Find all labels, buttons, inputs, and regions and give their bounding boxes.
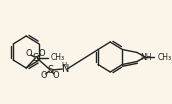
Text: H: H: [62, 62, 67, 68]
Text: O: O: [26, 48, 32, 58]
Text: O: O: [40, 72, 47, 80]
Text: NH: NH: [140, 53, 151, 62]
Text: O: O: [53, 72, 59, 80]
Text: S: S: [47, 65, 53, 75]
Text: O: O: [39, 48, 45, 58]
Text: CH₃: CH₃: [157, 53, 171, 61]
Text: N: N: [62, 64, 69, 74]
Text: S: S: [33, 53, 39, 63]
Text: CH₃: CH₃: [50, 53, 64, 63]
